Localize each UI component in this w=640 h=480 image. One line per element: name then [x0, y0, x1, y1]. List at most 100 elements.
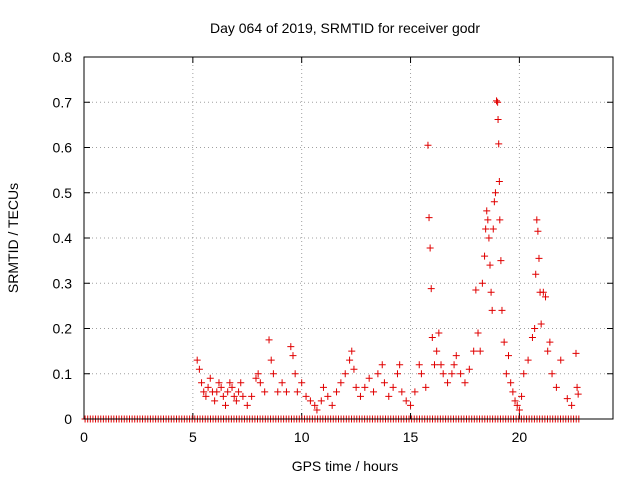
data-point: [505, 352, 513, 360]
data-point: [370, 388, 378, 396]
data-point: [483, 207, 491, 215]
data-point: [546, 338, 554, 346]
data-point: [487, 288, 495, 296]
data-point: [243, 401, 251, 409]
y-tick-label: 0.2: [53, 321, 73, 337]
data-point: [461, 379, 469, 387]
data-point: [235, 388, 243, 396]
data-point: [448, 370, 456, 378]
data-point: [415, 361, 423, 369]
data-point: [470, 347, 478, 355]
y-tick-label: 0.3: [53, 275, 73, 291]
data-point: [396, 361, 404, 369]
plot-frame: [83, 56, 614, 420]
x-tick-label: 0: [80, 429, 88, 445]
data-point: [374, 370, 382, 378]
data-point: [219, 392, 227, 400]
data-point: [509, 388, 517, 396]
x-tick-label: 20: [512, 429, 528, 445]
data-point: [402, 397, 410, 405]
data-point: [495, 177, 503, 185]
data-point: [411, 388, 419, 396]
data-point: [502, 370, 510, 378]
data-point: [256, 379, 264, 387]
data-point: [430, 361, 438, 369]
data-point: [407, 401, 415, 409]
data-point: [293, 388, 301, 396]
data-point: [524, 356, 532, 364]
data-point: [528, 334, 536, 342]
data-point: [224, 388, 232, 396]
data-point: [287, 343, 295, 351]
data-point: [493, 97, 501, 105]
data-point: [215, 379, 223, 387]
data-point: [433, 347, 441, 355]
data-point: [427, 285, 435, 293]
data-point: [348, 347, 356, 355]
data-point: [490, 198, 498, 206]
data-point: [324, 392, 332, 400]
y-tick-label: 0.4: [53, 230, 73, 246]
data-point: [424, 141, 432, 149]
data-point: [195, 365, 203, 373]
data-point: [200, 388, 208, 396]
data-point: [572, 349, 580, 357]
data-point: [452, 352, 460, 360]
data-point: [488, 306, 496, 314]
data-point: [211, 397, 219, 405]
data-point: [534, 227, 542, 235]
data-point: [291, 370, 299, 378]
data-point: [482, 225, 490, 233]
data-point: [552, 383, 560, 391]
data-point: [317, 397, 325, 405]
data-point: [230, 392, 238, 400]
data-point: [393, 370, 401, 378]
data-point: [361, 383, 369, 391]
data-point: [356, 392, 364, 400]
data-point: [252, 374, 260, 382]
x-axis-label: GPS time / hours: [292, 458, 399, 474]
data-point: [513, 401, 521, 409]
data-point: [520, 370, 528, 378]
axis-ticks: 0 5 10 15 20 0 0.1 0.2 0.3 0.4 0.5 0.6 0.7 0.8: [53, 49, 613, 445]
data-point: [485, 234, 493, 242]
data-point: [398, 388, 406, 396]
data-point: [494, 98, 502, 106]
data-point: [239, 392, 247, 400]
grid: [84, 57, 613, 419]
data-point: [237, 379, 245, 387]
data-point: [439, 370, 447, 378]
data-point: [193, 356, 201, 364]
data-point: [486, 261, 494, 269]
y-axis-label: SRMTID / TECUs: [5, 183, 21, 293]
data-point: [333, 388, 341, 396]
data-point: [248, 392, 256, 400]
y-tick-label: 0: [64, 411, 72, 427]
data-point: [213, 388, 221, 396]
data-point: [573, 383, 581, 391]
data-point: [548, 370, 556, 378]
data-point: [289, 352, 297, 360]
y-tick-label: 0.8: [53, 49, 73, 65]
data-point: [428, 334, 436, 342]
data-point: [254, 370, 262, 378]
data-point: [563, 395, 571, 403]
y-tick-label: 0.5: [53, 185, 73, 201]
data-point: [365, 374, 373, 382]
data-point: [378, 361, 386, 369]
data-point: [465, 365, 473, 373]
data-point: [435, 329, 443, 337]
chart-title: Day 064 of 2019, SRMTID for receiver god…: [210, 20, 480, 36]
data-point: [498, 306, 506, 314]
data-point: [450, 361, 458, 369]
data-point: [306, 397, 314, 405]
data-point: [217, 383, 225, 391]
data-point: [352, 383, 360, 391]
data-point: [422, 383, 430, 391]
data-point: [476, 347, 484, 355]
data-point: [535, 254, 543, 262]
data-point: [350, 365, 358, 373]
data-point: [568, 401, 576, 409]
data-point: [274, 388, 282, 396]
